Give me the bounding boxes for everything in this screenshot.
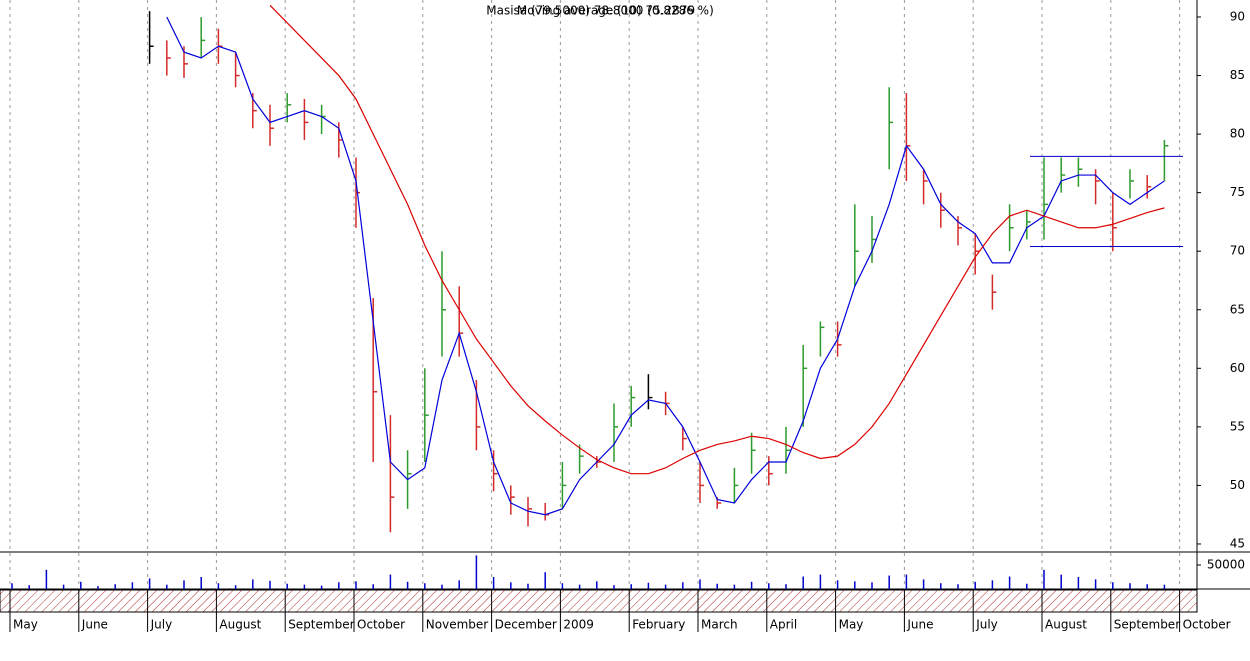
- moving-average: [269, 4, 1165, 475]
- x-tick-label: November: [426, 618, 488, 632]
- x-tick-label: September: [288, 618, 354, 632]
- x-tick-label: August: [1045, 618, 1087, 632]
- y-tick-label: 50000: [1207, 558, 1245, 572]
- y-tick-label: 55: [1230, 419, 1245, 433]
- x-tick-label: July: [975, 618, 998, 632]
- x-tick-label: August: [219, 618, 261, 632]
- x-tick-label: September: [1114, 618, 1180, 632]
- y-tick-label: 50: [1230, 478, 1245, 492]
- x-tick-label: June: [81, 618, 108, 632]
- y-tick-label: 70: [1230, 244, 1245, 258]
- x-tick-label: October: [1183, 618, 1231, 632]
- chart-title: Masisa (79.5000) 78.8000 (0.8286 %): [486, 4, 714, 18]
- chart-title: Moving average (10) 75.2879: [517, 4, 695, 18]
- date-strip: [0, 589, 1198, 613]
- y-tick-label: 80: [1230, 127, 1245, 141]
- y-tick-label: 90: [1230, 9, 1245, 23]
- y-tick-label: 45: [1230, 536, 1245, 550]
- x-tick-label: July: [150, 618, 173, 632]
- x-tick-label: June: [906, 618, 933, 632]
- x-tick-label: May: [839, 618, 864, 632]
- x-tick-label: February: [632, 618, 685, 632]
- x-tick-label: 2009: [563, 618, 594, 632]
- x-tick-label: December: [495, 618, 557, 632]
- moving-average: [166, 16, 1165, 516]
- x-tick-label: March: [701, 618, 738, 632]
- x-tick-label: April: [770, 618, 797, 632]
- y-tick-label: 85: [1230, 68, 1245, 82]
- x-tick-label: May: [13, 618, 38, 632]
- x-tick-label: October: [357, 618, 405, 632]
- y-tick-label: 65: [1230, 302, 1245, 316]
- y-tick-label: 60: [1230, 361, 1245, 375]
- y-tick-label: 75: [1230, 185, 1245, 199]
